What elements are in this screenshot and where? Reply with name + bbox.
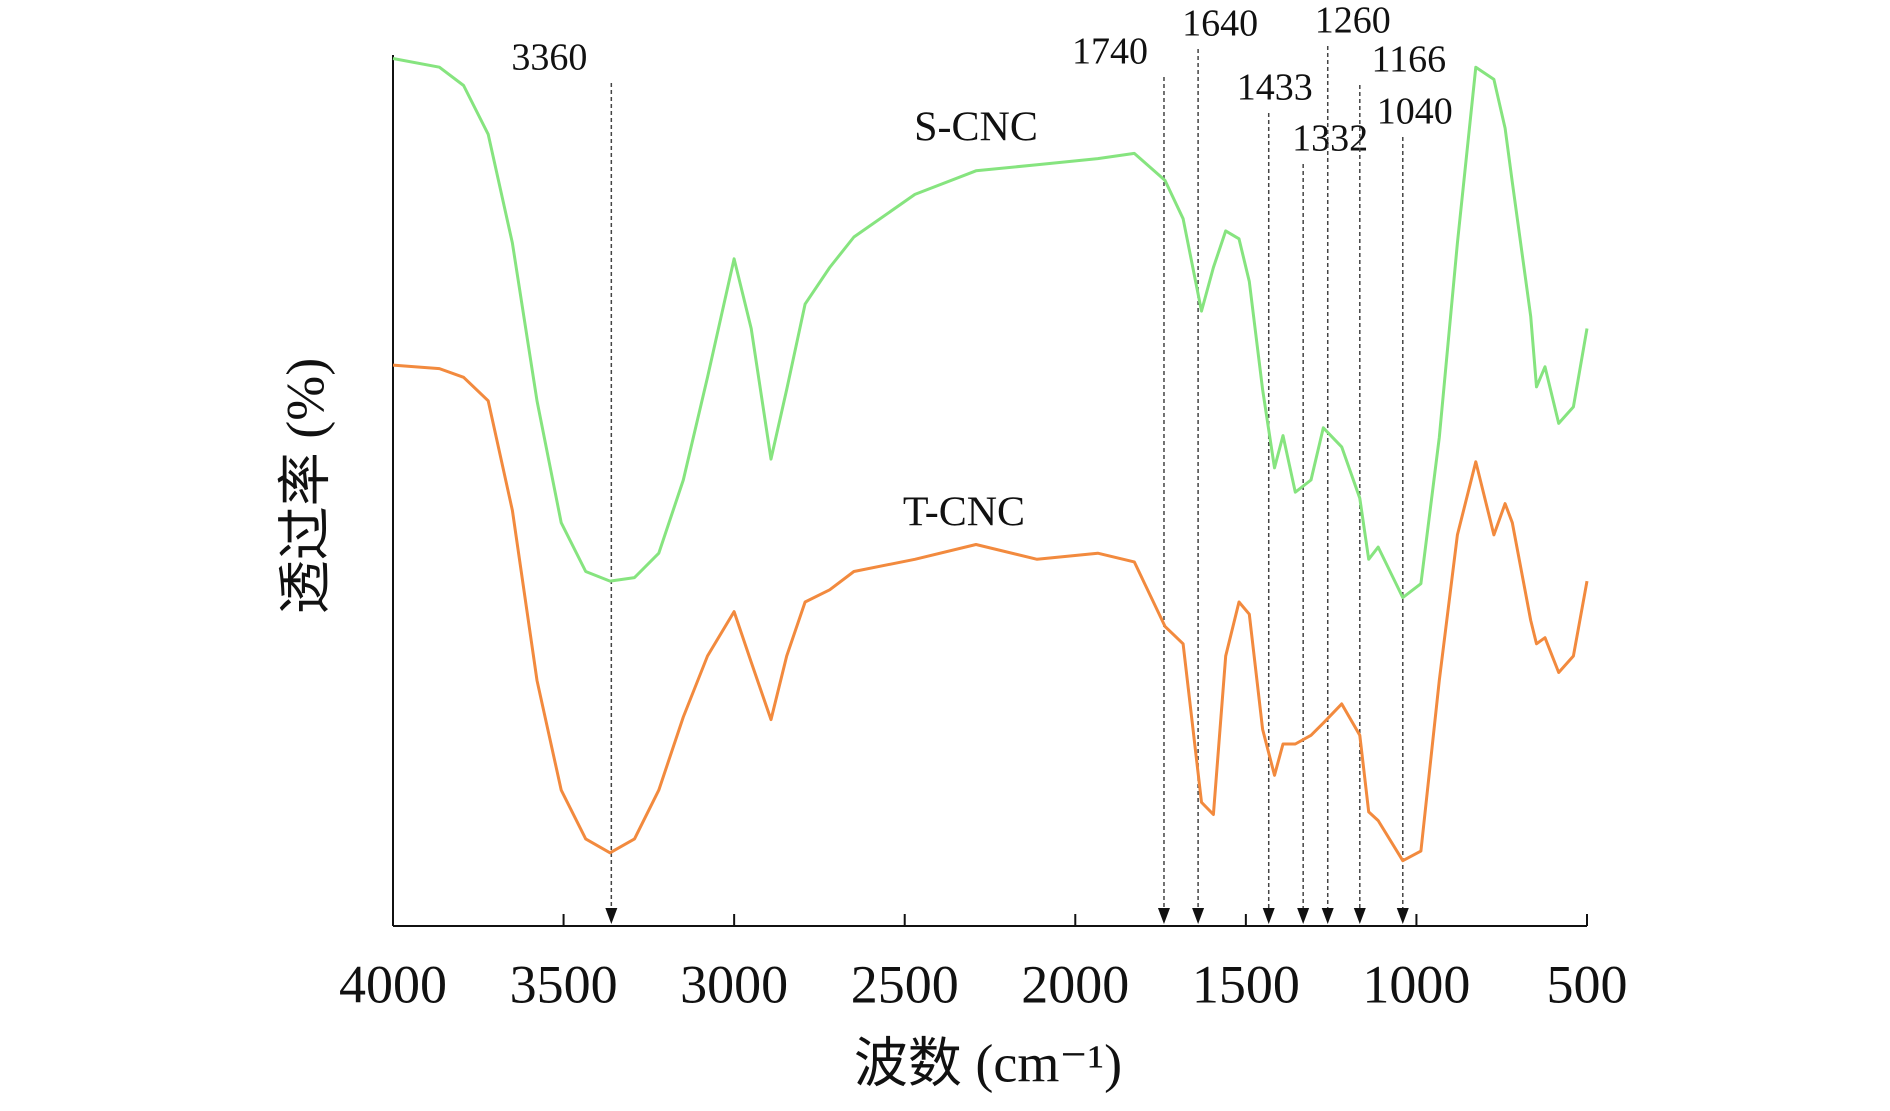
series-label: S-CNC bbox=[914, 105, 1038, 151]
peak-label: 1040 bbox=[1377, 91, 1453, 133]
peak-label: 1740 bbox=[1072, 31, 1148, 73]
x-tick-label: 1500 bbox=[1192, 954, 1300, 1014]
x-axis-label: 波数 (cm⁻¹) bbox=[854, 1033, 1122, 1093]
peak-label: 1166 bbox=[1372, 39, 1447, 81]
x-tick-label: 3500 bbox=[510, 954, 618, 1014]
series-line bbox=[392, 363, 1589, 863]
peak-arrow bbox=[1396, 908, 1409, 924]
peak-arrow bbox=[605, 908, 618, 924]
peak-arrow bbox=[1297, 908, 1310, 924]
x-tick-label: 1000 bbox=[1362, 954, 1470, 1014]
peak-arrow bbox=[1353, 908, 1366, 924]
peak-label: 1433 bbox=[1237, 67, 1313, 109]
series-line bbox=[392, 57, 1589, 600]
x-tick-label: 2000 bbox=[1021, 954, 1129, 1014]
peak-label: 1260 bbox=[1315, 0, 1391, 42]
x-tick-label: 500 bbox=[1547, 954, 1628, 1014]
peak-arrow bbox=[1157, 908, 1170, 924]
peak-arrow bbox=[1192, 908, 1205, 924]
y-axis-label: 透过率 (%) bbox=[275, 358, 335, 614]
peak-arrow bbox=[1321, 908, 1334, 924]
x-tick-label: 3000 bbox=[680, 954, 788, 1014]
peak-label: 1640 bbox=[1182, 3, 1258, 45]
series-label: T-CNC bbox=[903, 490, 1025, 536]
peak-label: 3360 bbox=[511, 37, 587, 79]
x-tick-label: 4000 bbox=[339, 954, 447, 1014]
peak-arrow bbox=[1262, 908, 1275, 924]
peak-label: 1332 bbox=[1292, 118, 1368, 160]
x-tick-label: 2500 bbox=[851, 954, 959, 1014]
